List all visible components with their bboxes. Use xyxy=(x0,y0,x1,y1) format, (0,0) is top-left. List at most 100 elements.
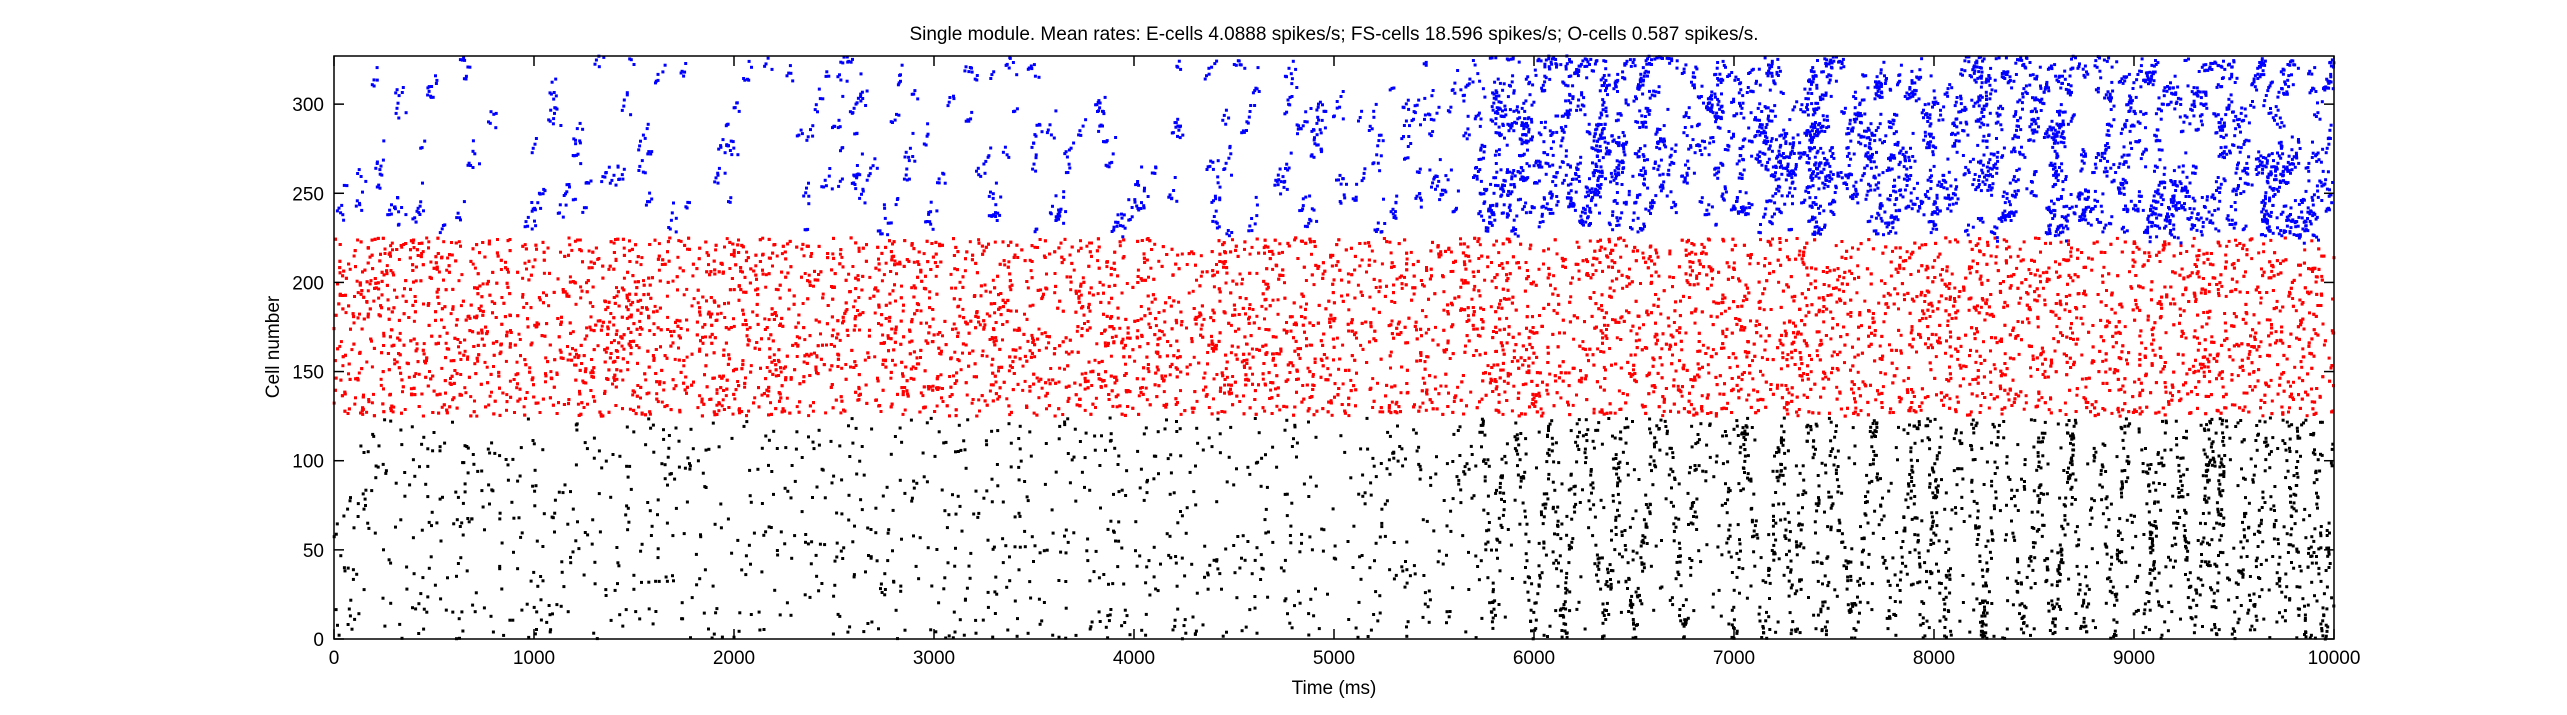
spike-dot-series-0 xyxy=(2118,517,2122,521)
spike-dot-series-0 xyxy=(1811,560,1815,564)
spike-dot-series-0 xyxy=(1918,580,1922,584)
spike-dot-series-0 xyxy=(810,540,814,544)
spike-dot-series-0 xyxy=(783,486,787,490)
spike-dot-series-0 xyxy=(1716,545,1720,549)
spike-dot-series-0 xyxy=(1556,524,1560,528)
spike-dot-series-0 xyxy=(2077,538,2081,542)
spike-dot-series-0 xyxy=(818,542,822,546)
spike-dot-series-0 xyxy=(1378,594,1382,598)
spike-dot-series-0 xyxy=(823,496,827,500)
spike-dot-series-0 xyxy=(1764,619,1768,623)
spike-dot-series-0 xyxy=(1380,521,1384,525)
spike-dot-series-0 xyxy=(1536,592,1540,596)
spike-dot-series-0 xyxy=(1570,517,1574,521)
spike-dot-series-0 xyxy=(804,540,807,544)
spike-dot-series-0 xyxy=(1295,441,1299,445)
spike-dot-series-0 xyxy=(2141,631,2145,635)
spike-dot-series-0 xyxy=(785,601,789,605)
spike-dot-series-0 xyxy=(516,567,520,571)
spike-dot-series-0 xyxy=(866,622,870,625)
spike-dot-series-0 xyxy=(418,465,421,469)
spike-dot-series-0 xyxy=(1030,535,1034,539)
spike-dot-series-0 xyxy=(2266,443,2270,447)
spike-dot-series-0 xyxy=(1169,453,1173,457)
spike-dot-series-0 xyxy=(2325,629,2329,633)
spike-dot-series-0 xyxy=(2200,559,2204,563)
spike-dot-series-0 xyxy=(1972,431,1976,435)
spike-dot-series-0 xyxy=(2077,592,2080,596)
spike-dot-series-0 xyxy=(1006,628,1010,632)
spike-dot-series-0 xyxy=(946,561,950,565)
spike-dot-series-0 xyxy=(2116,534,2120,537)
spike-dot-series-0 xyxy=(1445,524,1449,528)
spike-dot-series-0 xyxy=(2060,558,2064,562)
spike-dot-series-0 xyxy=(2291,544,2295,548)
spike-dot-series-0 xyxy=(1427,589,1431,593)
spike-dot-series-0 xyxy=(2186,549,2190,553)
spike-dot-series-0 xyxy=(2077,572,2081,576)
spike-dot-series-0 xyxy=(1905,572,1909,576)
spike-dot-series-0 xyxy=(1888,616,1892,620)
spike-dot-series-0 xyxy=(1183,618,1187,622)
spike-dot-series-0 xyxy=(1986,568,1990,571)
spike-dot-series-0 xyxy=(1984,623,1988,627)
spike-dot-series-0 xyxy=(1627,610,1631,613)
spike-dot-series-0 xyxy=(1610,538,1613,542)
spike-dot-series-0 xyxy=(1971,458,1975,462)
spike-dot-series-0 xyxy=(1117,454,1121,458)
spike-dot-series-0 xyxy=(2210,605,2214,609)
spike-dot-series-0 xyxy=(1825,629,1828,633)
spike-dot-series-0 xyxy=(1173,618,1177,622)
spike-dot-series-0 xyxy=(1631,517,1635,521)
spike-dot-series-0 xyxy=(1726,537,1730,541)
spike-dot-series-0 xyxy=(1981,622,1985,626)
spike-dot-series-0 xyxy=(2160,605,2164,609)
spike-dot-series-0 xyxy=(1500,497,1503,501)
spike-dot-series-0 xyxy=(1117,520,1121,524)
spike-dot-series-0 xyxy=(2172,565,2175,569)
spike-dot-series-0 xyxy=(1908,473,1912,476)
spike-dot-series-0 xyxy=(1860,537,1864,541)
spike-dot-series-0 xyxy=(1259,484,1263,488)
spike-dot-series-0 xyxy=(2242,476,2245,480)
spike-dot-series-0 xyxy=(2287,424,2291,428)
spike-dot-series-0 xyxy=(1229,425,1233,429)
spike-dot-series-0 xyxy=(1917,551,1921,555)
spike-dot-series-0 xyxy=(624,513,628,517)
spike-dot-series-0 xyxy=(1638,599,1642,603)
spike-dot-series-0 xyxy=(1726,490,1730,494)
spike-dot-series-0 xyxy=(2035,468,2039,472)
spike-dot-series-0 xyxy=(1546,497,1550,501)
spike-dot-series-0 xyxy=(1302,482,1306,486)
spike-dot-series-0 xyxy=(2217,571,2221,575)
spike-dot-series-0 xyxy=(1880,518,1884,522)
spike-dot-series-0 xyxy=(1732,605,1736,609)
spike-dot-series-0 xyxy=(562,585,566,589)
spike-dot-series-0 xyxy=(1486,458,1490,462)
spike-dot-series-0 xyxy=(1686,491,1690,495)
spike-dot-series-0 xyxy=(1869,425,1873,429)
spike-dot-series-0 xyxy=(361,492,365,496)
spike-dot-series-0 xyxy=(2046,462,2050,466)
spike-dot-series-0 xyxy=(2263,469,2267,473)
spike-dot-series-0 xyxy=(2317,566,2321,570)
spike-dot-series-0 xyxy=(2310,580,2314,584)
spike-dot-series-0 xyxy=(1581,488,1584,492)
spike-dot-series-0 xyxy=(1743,448,1747,452)
spike-dot-series-0 xyxy=(2218,492,2222,496)
spike-dot-series-0 xyxy=(1392,456,1396,460)
spike-dot-series-0 xyxy=(1498,481,1502,485)
spike-dot-series-0 xyxy=(1307,420,1310,424)
spike-dot-series-0 xyxy=(2287,543,2291,547)
spike-dot-series-0 xyxy=(553,498,557,502)
spike-dot-series-0 xyxy=(1515,449,1519,453)
spike-dot-series-0 xyxy=(1470,496,1474,500)
spike-dot-series-0 xyxy=(394,525,397,529)
spike-dot-series-0 xyxy=(2275,582,2279,586)
spike-dot-series-0 xyxy=(1063,534,1066,538)
spike-dot-series-0 xyxy=(2236,421,2240,425)
spike-dot-series-0 xyxy=(1640,562,1644,566)
spike-dot-series-0 xyxy=(667,434,671,437)
spike-dot-series-0 xyxy=(2104,497,2108,501)
spike-dot-series-0 xyxy=(688,464,692,468)
